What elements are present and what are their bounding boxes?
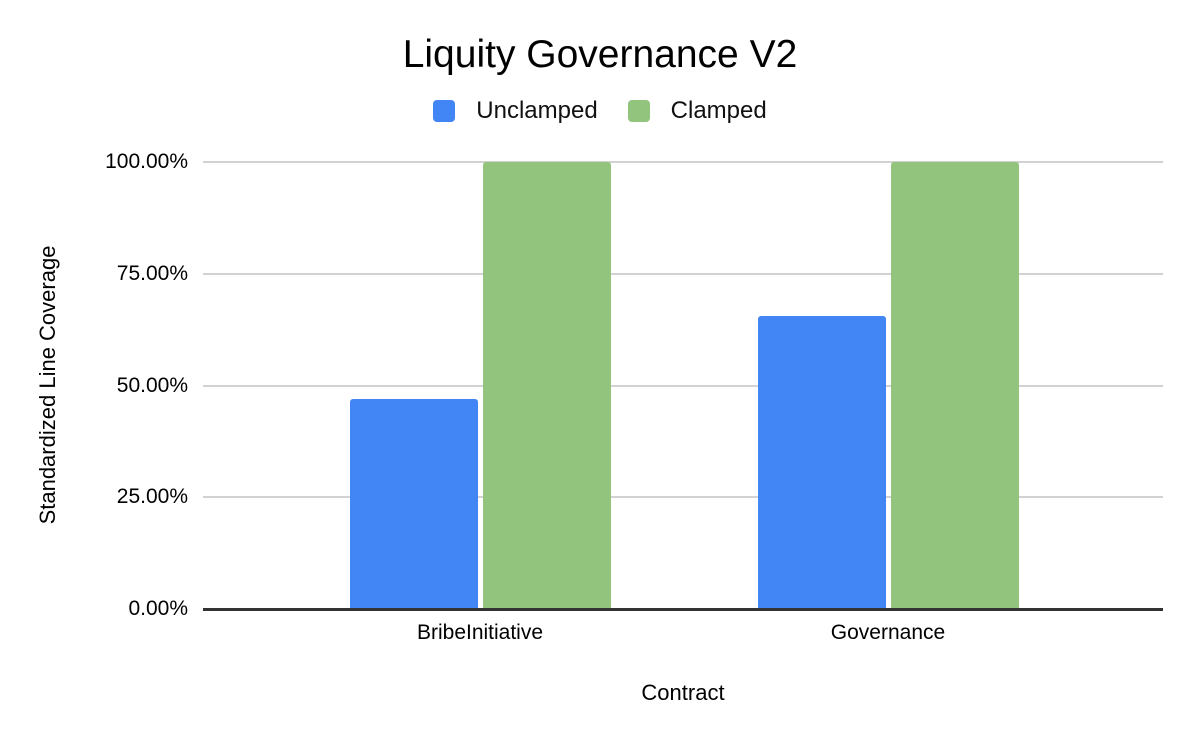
x-category-label: BribeInitiative (416, 621, 544, 644)
gridline-75 (203, 272, 1163, 275)
bar-group-governance (757, 162, 1019, 609)
bar-group-bribeinitiative (349, 162, 611, 609)
legend-label: Unclamped (476, 97, 598, 124)
legend-item-clamped: Clamped (627, 97, 767, 125)
chart-title: Liquity Governance V2 (402, 33, 798, 76)
y-tick-label: 75.00% (116, 261, 188, 285)
legend-swatch-unclamped (433, 100, 456, 122)
y-tick-label: 50.00% (116, 373, 188, 397)
legend-label: Clamped (670, 97, 767, 124)
legend-item-unclamped: Unclamped (433, 97, 598, 125)
bar-governance-unclamped (757, 316, 886, 609)
bar-bribeinitiative-clamped (482, 162, 611, 609)
x-axis-title: Contract (641, 680, 725, 705)
y-tick-label: 0.00% (128, 597, 188, 620)
bar-governance-clamped (890, 162, 1019, 609)
gridline-25 (203, 496, 1163, 499)
gridline-100 (203, 161, 1163, 163)
y-tick-label: 25.00% (116, 485, 188, 509)
y-tick-label: 100.00% (105, 150, 188, 173)
gridline-50 (203, 384, 1163, 387)
x-category-label: Governance (830, 621, 946, 644)
plot-area (203, 161, 1163, 611)
x-axis-line (203, 608, 1163, 611)
legend-swatch-clamped (627, 100, 650, 122)
bar-bribeinitiative-unclamped (349, 399, 478, 609)
legend: Unclamped Clamped (0, 97, 1200, 125)
